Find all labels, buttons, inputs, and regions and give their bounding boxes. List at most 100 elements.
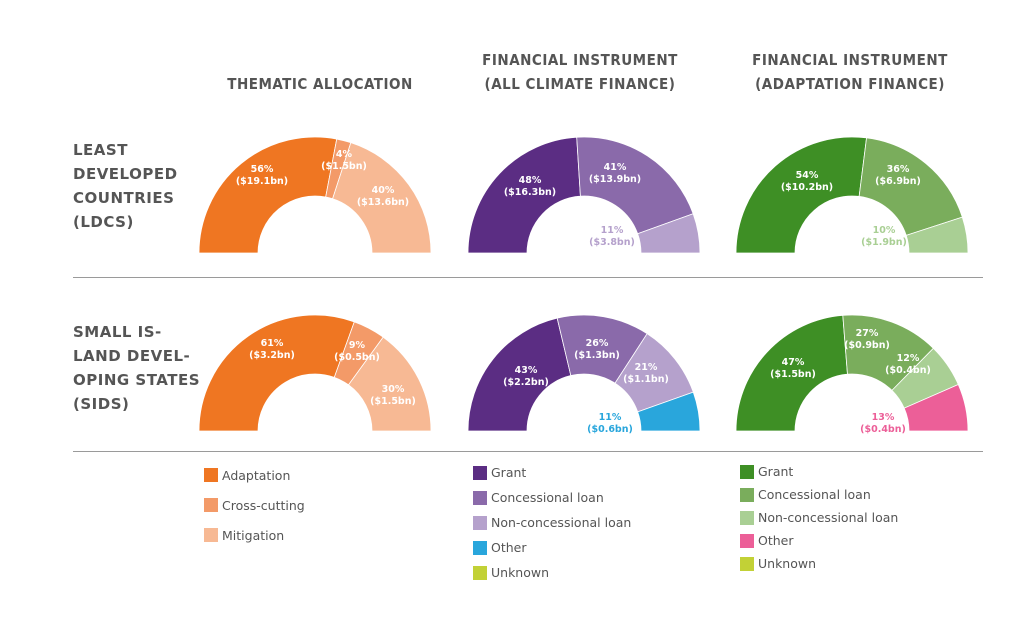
slice-data-label: 47% ($1.5bn) xyxy=(770,357,816,380)
legend-item: Grant xyxy=(740,460,898,483)
legend-label: Non-concessional loan xyxy=(491,515,632,530)
slice-data-label: 54% ($10.2bn) xyxy=(781,170,833,193)
legend-item: Unknown xyxy=(473,560,631,585)
column-header-line: (ADAPTATION FINANCE) xyxy=(755,75,945,93)
donut-slice xyxy=(735,314,848,432)
donut-slice xyxy=(637,391,701,432)
donut-slice xyxy=(347,336,432,432)
legend-swatch xyxy=(740,533,754,548)
slice-data-label: 4% ($1.5bn) xyxy=(321,149,367,172)
legend-swatch xyxy=(473,490,487,505)
row-header-line: SMALL IS- xyxy=(73,323,162,341)
half-donut-chart: 43% ($2.2bn) 26% ($1.3bn)21% ($1.1bn) 11% ($0.… xyxy=(467,314,701,435)
legend-label: Mitigation xyxy=(222,527,285,543)
legend-swatch xyxy=(473,515,487,530)
row-header-line: OPING STATES xyxy=(73,371,201,389)
legend-climate-instrument: Grant Concessional loan Non-concessional l… xyxy=(473,460,631,585)
legend-item: Other xyxy=(473,535,631,560)
legend-swatch xyxy=(740,510,754,525)
legend-item: Concessional loan xyxy=(740,483,898,506)
column-header-adaptation-instrument: FINANCIAL INSTRUMENT (ADAPTATION FINANCE… xyxy=(730,48,970,96)
legend-label: Cross-cutting xyxy=(222,497,305,513)
column-header-thematic: THEMATIC ALLOCATION xyxy=(205,72,435,96)
legend-adaptation-instrument: Grant Concessional loan Non-concessional l… xyxy=(740,460,898,575)
column-header-line: FINANCIAL INSTRUMENT xyxy=(482,51,678,69)
legend-label: Unknown xyxy=(491,565,550,580)
row-header-line: DEVELOPED xyxy=(73,165,178,183)
legend-label: Adaptation xyxy=(222,467,291,483)
half-donut-chart: 47% ($1.5bn) 27% ($0.9bn)12% ($0.4bn) 13% ($0.… xyxy=(735,314,969,435)
legend-swatch xyxy=(740,464,754,479)
legend-label: Other xyxy=(758,533,794,548)
column-header-climate-instrument: FINANCIAL INSTRUMENT (ALL CLIMATE FINANC… xyxy=(460,48,700,96)
legend-swatch xyxy=(740,487,754,502)
slice-data-label: 26% ($1.3bn) xyxy=(574,338,620,361)
legend-label: Grant xyxy=(491,465,527,480)
legend-swatch xyxy=(204,498,218,512)
legend-label: Unknown xyxy=(758,556,817,571)
slice-data-label: 41% ($13.9bn) xyxy=(589,162,641,185)
legend-item: Non-concessional loan xyxy=(473,510,631,535)
legend-thematic: Adaptation Cross-cutting Mitigation xyxy=(204,460,305,550)
legend-item: Unknown xyxy=(740,552,898,575)
slice-data-label: 13% ($0.4bn) xyxy=(860,412,906,435)
legend-item: Adaptation xyxy=(204,460,305,490)
slice-data-label: 21% ($1.1bn) xyxy=(623,362,669,385)
slice-data-label: 61% ($3.2bn) xyxy=(249,338,295,361)
row-header-line: (SIDS) xyxy=(73,395,130,413)
legend-label: Other xyxy=(491,540,527,555)
legend-swatch xyxy=(204,468,218,482)
slice-data-label: 10% ($1.9bn) xyxy=(861,225,907,248)
row-divider xyxy=(73,277,983,278)
legend-label: Concessional loan xyxy=(758,487,871,502)
row-header-sids: SMALL IS- LAND DEVEL- OPING STATES (SIDS… xyxy=(73,320,200,416)
donut-slice xyxy=(467,136,581,254)
legend-item: Concessional loan xyxy=(473,485,631,510)
slice-data-label: 40% ($13.6bn) xyxy=(357,185,409,208)
donut-slice xyxy=(198,314,355,432)
column-header-line: (ALL CLIMATE FINANCE) xyxy=(484,75,676,93)
donut-slice xyxy=(576,136,694,235)
legend-swatch xyxy=(473,565,487,580)
legend-swatch xyxy=(473,540,487,555)
legend-swatch xyxy=(204,528,218,542)
legend-label: Concessional loan xyxy=(491,490,604,505)
donut-slice xyxy=(198,136,338,254)
slice-data-label: 11% ($3.8bn) xyxy=(589,225,635,248)
half-donut-chart: 61% ($3.2bn) 9% ($0.5bn) 30% ($1.5bn) xyxy=(198,314,432,432)
donut-slice xyxy=(903,383,969,432)
slice-data-label: 48% ($16.3bn) xyxy=(504,175,556,198)
legend-label: Grant xyxy=(758,464,794,479)
legend-item: Grant xyxy=(473,460,631,485)
legend-item: Non-concessional loan xyxy=(740,506,898,529)
row-header-line: LAND DEVEL- xyxy=(73,347,191,365)
legend-label: Non-concessional loan xyxy=(758,510,899,525)
row-header-ldcs: LEAST DEVELOPED COUNTRIES (LDCS) xyxy=(73,138,178,234)
slice-data-label: 11% ($0.6bn) xyxy=(587,412,633,435)
row-header-line: (LDCS) xyxy=(73,213,134,231)
row-header-line: LEAST xyxy=(73,141,128,159)
donut-slice xyxy=(735,136,867,254)
legend-item: Mitigation xyxy=(204,520,305,550)
legend-swatch xyxy=(473,465,487,480)
donut-slice xyxy=(467,317,572,432)
legend-item: Other xyxy=(740,529,898,552)
slice-data-label: 36% ($6.9bn) xyxy=(875,164,921,187)
slice-data-label: 43% ($2.2bn) xyxy=(503,365,549,388)
slice-data-label: 12% ($0.4bn) xyxy=(885,353,931,376)
legend-item: Cross-cutting xyxy=(204,490,305,520)
slice-data-label: 30% ($1.5bn) xyxy=(370,384,416,407)
slice-data-label: 9% ($0.5bn) xyxy=(334,340,380,363)
donut-slice xyxy=(637,213,701,254)
legend-swatch xyxy=(740,556,754,571)
half-donut-chart: 54% ($10.2bn) 36% ($6.9bn) 10% ($1.9bn) xyxy=(735,136,969,254)
legend-divider xyxy=(73,451,983,452)
half-donut-chart: 56% ($19.1bn) 4% ($1.5bn) 40% ($13.6bn) xyxy=(198,136,432,254)
slice-data-label: 56% ($19.1bn) xyxy=(236,164,288,187)
row-header-line: COUNTRIES xyxy=(73,189,175,207)
column-header-line: THEMATIC ALLOCATION xyxy=(227,75,413,93)
donut-slice xyxy=(905,216,969,254)
donut-slice xyxy=(332,142,432,254)
column-header-line: FINANCIAL INSTRUMENT xyxy=(752,51,948,69)
